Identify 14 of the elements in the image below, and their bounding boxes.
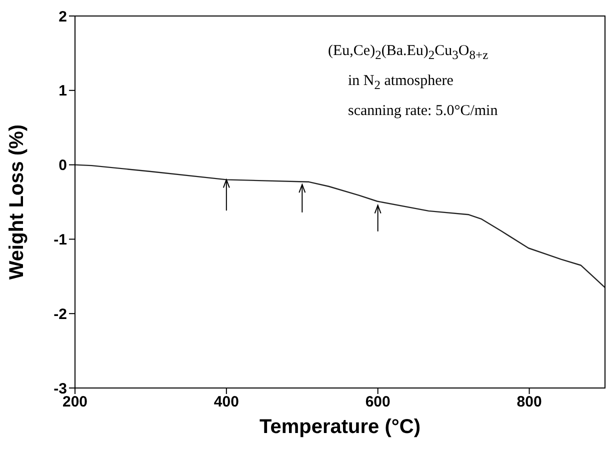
x-tick-label: 800 (516, 394, 542, 411)
y-tick-label: -2 (54, 306, 67, 323)
annotation: in N$_{2}$ atmosphere (348, 72, 454, 94)
x-axis-title: Temperature (°C) (260, 416, 420, 438)
y-tick-label: 2 (58, 8, 67, 26)
annotation: scanning rate: 5.0°C/min (348, 102, 498, 121)
y-tick-label: 1 (58, 82, 67, 100)
x-tick-label: 400 (214, 394, 239, 411)
annotation: (Eu,Ce)$_{2}$(Ba.Eu)$_{2}$Cu$_{3}$O$_{8+z}$ (328, 42, 490, 64)
y-axis-title: Weight Loss (%) (6, 124, 28, 280)
y-tick-label: 0 (58, 157, 67, 174)
line-series (75, 164, 605, 288)
y-tick-label: -1 (54, 232, 67, 249)
x-tick-label: 600 (365, 394, 390, 411)
